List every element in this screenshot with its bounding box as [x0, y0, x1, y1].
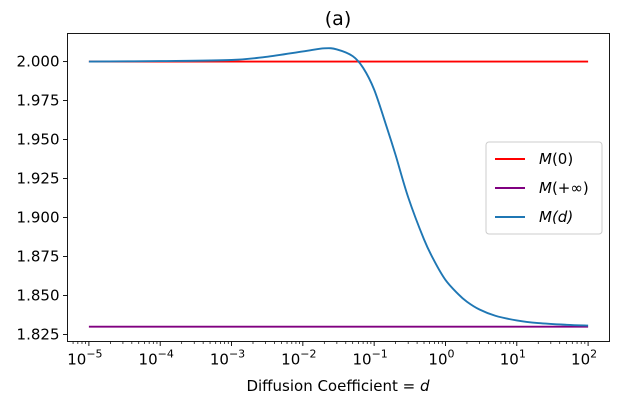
- series-line-d: [88, 47, 589, 327]
- x-tick-label: 10−1: [353, 348, 388, 369]
- x-tick-label: 100: [428, 348, 454, 369]
- y-tick-label: 1.825: [17, 325, 60, 343]
- x-axis-label-text: Diffusion Coefficient =: [246, 377, 420, 395]
- x-tick-label: 10−5: [67, 348, 102, 369]
- x-tick-exponent: −3: [229, 348, 245, 361]
- legend-label-inf: M(+∞): [539, 179, 589, 197]
- legend-label-0: M(0): [539, 150, 573, 168]
- x-tick-exponent: −5: [86, 348, 102, 361]
- x-tick-exponent: 2: [590, 348, 597, 361]
- y-tick-label: 2.000: [17, 53, 60, 71]
- y-tick-label: 1.900: [17, 209, 60, 227]
- legend-box: [485, 141, 603, 235]
- y-axis: 1.825 1.850 1.875 1.900 1.925 1.950 1.975 2.000: [17, 53, 68, 343]
- y-tick-label: 1.950: [17, 131, 60, 149]
- x-tick-base: 10: [353, 351, 372, 369]
- x-axis: 10−5 10−4 10−3 10−2 10−1 100 101 102: [67, 341, 597, 369]
- x-axis-label-var: d: [420, 377, 430, 395]
- legend-label-symbol: M: [539, 150, 552, 168]
- x-tick-label: 10−4: [139, 348, 174, 369]
- x-tick-base: 10: [139, 351, 158, 369]
- x-tick-base: 10: [571, 351, 590, 369]
- y-tick-label: 1.925: [17, 170, 60, 188]
- chart-title: (a): [325, 8, 351, 30]
- legend-label-d: M(d): [539, 208, 573, 226]
- legend-label-arg: (d): [552, 208, 573, 226]
- x-tick-label: 10−2: [281, 348, 316, 369]
- x-tick-exponent: 1: [519, 348, 526, 361]
- plot-area: [67, 33, 610, 342]
- x-tick-label: 102: [571, 348, 597, 369]
- y-tick-label: 1.850: [17, 286, 60, 304]
- legend-label-arg: (+∞): [552, 179, 589, 197]
- y-tick-label: 1.875: [17, 248, 60, 266]
- legend: M(0)M(+∞)M(d): [485, 141, 603, 235]
- x-tick-exponent: −1: [372, 348, 388, 361]
- x-tick-base: 10: [210, 351, 229, 369]
- x-tick-label: 10−3: [210, 348, 245, 369]
- plot-frame: [67, 33, 610, 342]
- x-tick-exponent: −2: [300, 348, 316, 361]
- x-tick-base: 10: [500, 351, 519, 369]
- legend-label-symbol: M: [539, 179, 552, 197]
- y-tick-label: 1.975: [17, 92, 60, 110]
- x-tick-base: 10: [281, 351, 300, 369]
- x-tick-label: 101: [500, 348, 526, 369]
- x-axis-label: Diffusion Coefficient = d: [246, 377, 430, 395]
- x-tick-base: 10: [428, 351, 447, 369]
- x-tick-exponent: −4: [158, 348, 174, 361]
- series-layer: [88, 47, 589, 328]
- x-tick-exponent: 0: [448, 348, 455, 361]
- x-tick-base: 10: [67, 351, 86, 369]
- legend-label-symbol: M: [539, 208, 552, 226]
- legend-label-arg: (0): [552, 150, 573, 168]
